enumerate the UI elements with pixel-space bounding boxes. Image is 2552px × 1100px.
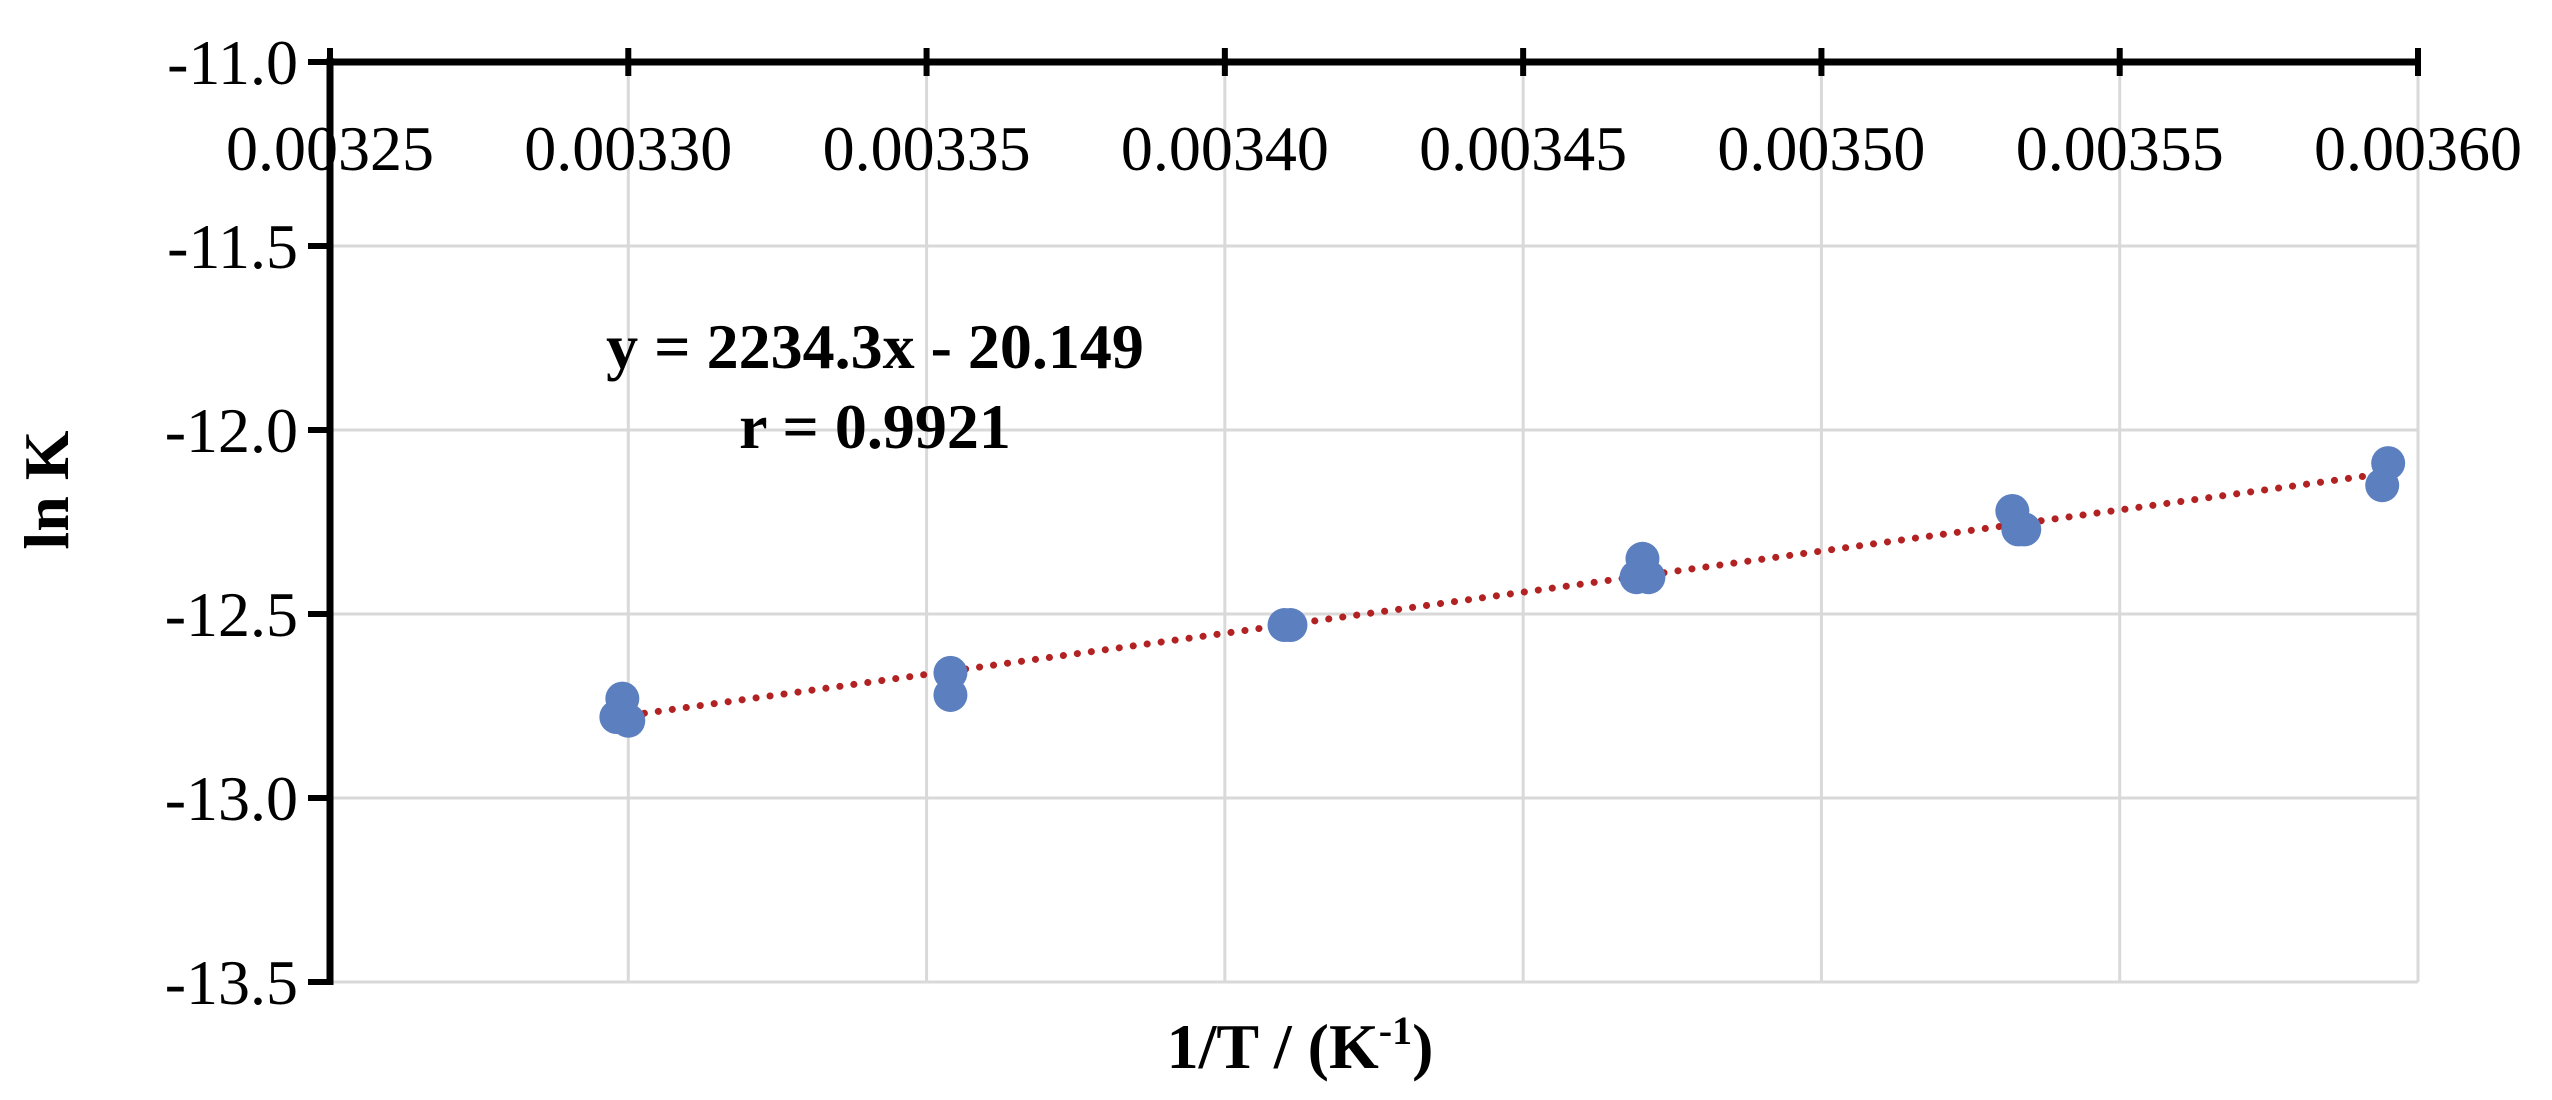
data-point [2007, 512, 2042, 547]
trendline-equation: y = 2234.3x - 20.149 [606, 311, 1144, 382]
data-point [2365, 468, 2400, 503]
x-axis-label: 1/T / (K-1) [1167, 1008, 1434, 1082]
y-tick-labels: -11.0 -11.5 -12.0 -12.5 -13.0 -13.5 [165, 27, 298, 1018]
x-tick-label: 0.00335 [823, 113, 1031, 184]
x-axis-label-close: ) [1412, 1011, 1433, 1082]
x-axis-label-superscript: -1 [1379, 1008, 1412, 1053]
data-point [611, 703, 646, 738]
y-tick-label: -11.0 [167, 27, 298, 98]
x-tick-label: 0.00325 [226, 113, 434, 184]
x-tick-label: 0.00350 [1717, 113, 1925, 184]
data-points [599, 446, 2406, 738]
trendline-line [612, 468, 2398, 721]
x-tick-labels: 0.00325 0.00330 0.00335 0.00340 0.00345 0.003… [226, 113, 2522, 184]
y-tick-label: -13.5 [165, 947, 298, 1018]
trendline [612, 468, 2398, 721]
grid-lines [330, 60, 2420, 984]
x-tick-label: 0.00355 [2016, 113, 2224, 184]
axes [308, 48, 2421, 985]
x-tick-label: 0.00345 [1419, 113, 1627, 184]
x-tick-label: 0.00330 [524, 113, 732, 184]
data-point [1631, 560, 1666, 595]
data-point [933, 677, 968, 712]
x-axis-label-main: 1/T / (K [1167, 1011, 1379, 1082]
x-tick-label: 0.00360 [2314, 113, 2522, 184]
data-point [1273, 608, 1308, 643]
x-tick-label: 0.00340 [1121, 113, 1329, 184]
y-tick-label: -12.5 [165, 579, 298, 650]
y-tick-label: -11.5 [167, 211, 298, 282]
y-tick-label: -13.0 [165, 763, 298, 834]
y-tick-label: -12.0 [165, 395, 298, 466]
correlation-coefficient: r = 0.9921 [739, 391, 1011, 462]
y-axis-label: ln K [11, 430, 82, 549]
